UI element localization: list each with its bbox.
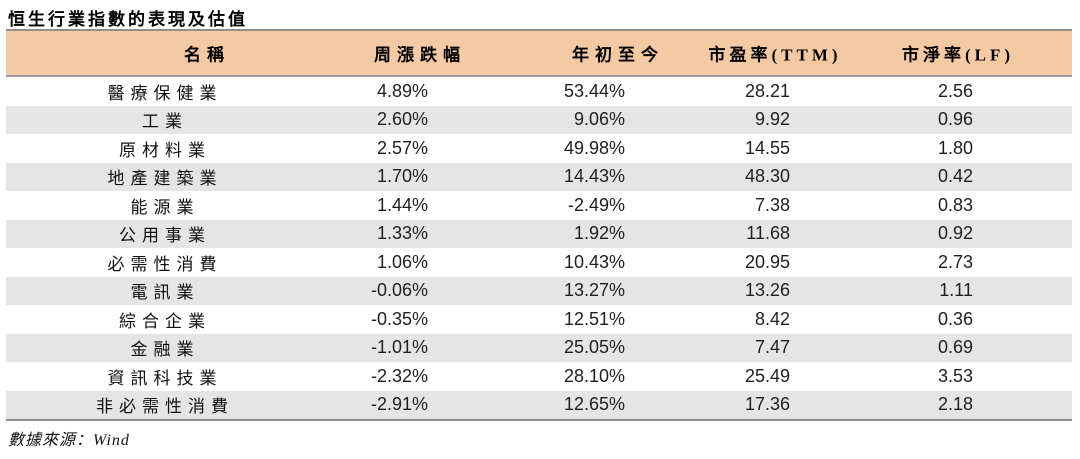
column-header-pe-ttm: 市盈率(TTM): [708, 45, 842, 65]
cell-weekly-change: 1.33%: [376, 223, 428, 244]
cell-pb-lf: 1.80: [937, 137, 973, 158]
cell-pe-ttm: 48.30: [744, 166, 790, 187]
cell-ytd-change: -2.49%: [567, 194, 625, 215]
cell-pe-ttm: 7.47: [754, 337, 790, 358]
cell-ytd-change: 1.92%: [573, 223, 625, 244]
cell-weekly-change: 4.89%: [376, 80, 428, 101]
cell-weekly-change: 2.57%: [376, 137, 428, 158]
cell-industry-name: 醫療保健業: [107, 83, 223, 103]
table-header-row: 名稱 周漲跌幅 年初至今 市盈率(TTM) 市淨率(LF): [6, 29, 1072, 77]
cell-ytd-change: 28.10%: [563, 365, 625, 386]
cell-weekly-change: -2.32%: [370, 365, 428, 386]
cell-pb-lf: 0.96: [937, 109, 973, 130]
table-row: 資訊科技業 -2.32% 28.10% 25.49 3.53: [6, 362, 1072, 391]
cell-ytd-change: 10.43%: [563, 251, 625, 272]
cell-pb-lf: 2.56: [937, 80, 973, 101]
cell-pe-ttm: 9.92: [754, 109, 790, 130]
table-row: 必需性消費 1.06% 10.43% 20.95 2.73: [6, 248, 1072, 277]
cell-pb-lf: 0.42: [937, 166, 973, 187]
industry-index-table: 名稱 周漲跌幅 年初至今 市盈率(TTM) 市淨率(LF) 醫療保健業 4.89%…: [6, 29, 1072, 421]
table-row: 綜合企業 -0.35% 12.51% 8.42 0.36: [6, 305, 1072, 334]
cell-ytd-change: 25.05%: [563, 337, 625, 358]
cell-ytd-change: 12.65%: [563, 394, 625, 415]
cell-industry-name: 必需性消費: [107, 254, 223, 274]
cell-industry-name: 能源業: [130, 197, 200, 217]
cell-weekly-change: 1.06%: [376, 251, 428, 272]
cell-pb-lf: 0.36: [937, 308, 973, 329]
cell-industry-name: 非必需性消費: [96, 397, 234, 417]
cell-ytd-change: 53.44%: [563, 80, 625, 101]
cell-pb-lf: 1.11: [939, 280, 973, 301]
cell-ytd-change: 14.43%: [563, 166, 625, 187]
cell-industry-name: 綜合企業: [119, 311, 211, 331]
table-row: 地產建築業 1.70% 14.43% 48.30 0.42: [6, 162, 1072, 191]
cell-ytd-change: 12.51%: [563, 308, 625, 329]
cell-industry-name: 原材料業: [119, 140, 211, 160]
cell-weekly-change: 1.44%: [376, 194, 428, 215]
cell-pe-ttm: 11.68: [746, 223, 790, 244]
cell-pe-ttm: 20.95: [744, 251, 790, 272]
cell-weekly-change: -0.35%: [370, 308, 428, 329]
table-row: 原材料業 2.57% 49.98% 14.55 1.80: [6, 134, 1072, 163]
cell-pb-lf: 3.53: [937, 365, 973, 386]
cell-pe-ttm: 8.42: [754, 308, 790, 329]
cell-pe-ttm: 25.49: [744, 365, 790, 386]
table-row: 非必需性消費 -2.91% 12.65% 17.36 2.18: [6, 390, 1072, 419]
cell-weekly-change: 1.70%: [376, 166, 428, 187]
cell-pb-lf: 0.83: [937, 194, 973, 215]
cell-pb-lf: 0.69: [937, 337, 973, 358]
cell-ytd-change: 9.06%: [573, 109, 625, 130]
table-row: 公用事業 1.33% 1.92% 11.68 0.92: [6, 219, 1072, 248]
cell-ytd-change: 49.98%: [563, 137, 625, 158]
cell-industry-name: 金融業: [130, 340, 200, 360]
cell-weekly-change: -1.01%: [370, 337, 428, 358]
table-row: 工業 2.60% 9.06% 9.92 0.96: [6, 105, 1072, 134]
table-row: 能源業 1.44% -2.49% 7.38 0.83: [6, 191, 1072, 220]
column-header-ytd: 年初至今: [572, 45, 664, 65]
cell-industry-name: 工業: [142, 112, 188, 132]
cell-pe-ttm: 14.55: [744, 137, 790, 158]
cell-industry-name: 電訊業: [130, 283, 200, 303]
cell-pb-lf: 0.92: [937, 223, 973, 244]
cell-weekly-change: 2.60%: [376, 109, 428, 130]
cell-pb-lf: 2.18: [937, 394, 973, 415]
cell-pe-ttm: 13.26: [744, 280, 790, 301]
column-header-weekly-change: 周漲跌幅: [374, 45, 466, 65]
cell-ytd-change: 13.27%: [563, 280, 625, 301]
cell-weekly-change: -0.06%: [370, 280, 428, 301]
table-row: 醫療保健業 4.89% 53.44% 28.21 2.56: [6, 77, 1072, 106]
cell-pb-lf: 2.73: [937, 251, 973, 272]
cell-pe-ttm: 7.38: [754, 194, 790, 215]
cell-industry-name: 資訊科技業: [107, 368, 223, 388]
column-header-name: 名稱: [184, 45, 230, 65]
table-row: 金融業 -1.01% 25.05% 7.47 0.69: [6, 333, 1072, 362]
cell-industry-name: 地產建築業: [107, 169, 223, 189]
table-row: 電訊業 -0.06% 13.27% 13.26 1.11: [6, 276, 1072, 305]
column-header-pb-lf: 市淨率(LF): [901, 45, 1015, 65]
table-body: 醫療保健業 4.89% 53.44% 28.21 2.56 工業 2.60% 9.06% 9.9…: [6, 77, 1072, 421]
page-title: 恒生行業指數的表現及估值: [8, 10, 248, 29]
data-source-note: 數據來源：Wind: [8, 432, 130, 449]
cell-pe-ttm: 28.21: [744, 80, 790, 101]
cell-industry-name: 公用事業: [119, 226, 211, 246]
cell-pe-ttm: 17.36: [744, 394, 790, 415]
cell-weekly-change: -2.91%: [370, 394, 428, 415]
